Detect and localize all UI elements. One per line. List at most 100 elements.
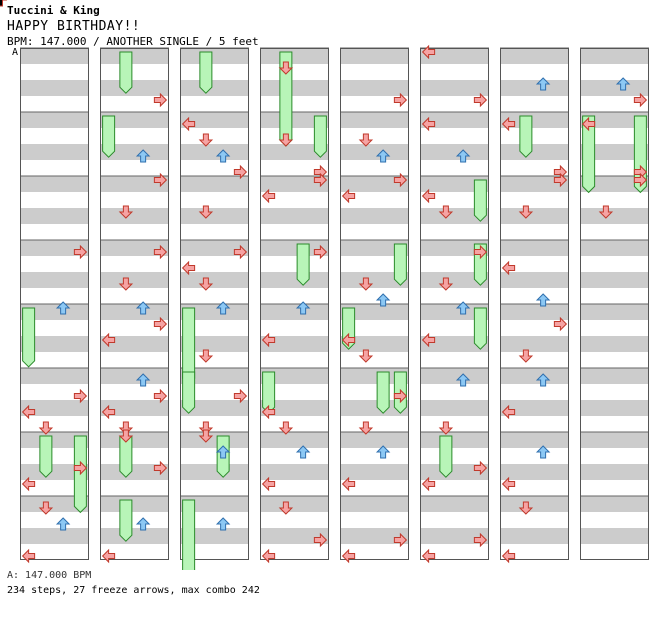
right-arrow — [633, 172, 648, 188]
stripe — [500, 528, 569, 544]
left-arrow — [501, 548, 516, 564]
stripe — [500, 496, 569, 512]
stripe — [100, 368, 169, 384]
stripe — [100, 304, 169, 320]
stripe — [340, 240, 409, 256]
left-arrow — [101, 332, 116, 348]
stripe — [500, 368, 569, 384]
up-arrow — [55, 517, 71, 531]
up-arrow — [215, 301, 231, 315]
up-arrow — [215, 445, 231, 459]
down-arrow — [438, 421, 454, 435]
column-frame — [500, 48, 569, 560]
down-arrow — [38, 421, 54, 435]
column-frame — [340, 48, 409, 560]
stripe — [20, 112, 89, 128]
chart-column-2 — [100, 47, 169, 560]
freeze-arrow — [473, 307, 487, 350]
stripe — [340, 208, 409, 224]
right-arrow — [73, 460, 88, 476]
stripe — [260, 368, 329, 384]
stripe — [580, 336, 649, 352]
stripe — [500, 80, 569, 96]
right-arrow — [153, 388, 168, 404]
chart-column-8 — [580, 47, 649, 560]
up-arrow — [375, 445, 391, 459]
stripe — [180, 48, 249, 64]
left-arrow — [421, 116, 436, 132]
freeze-arrow — [313, 115, 327, 158]
chart-column-4 — [260, 47, 329, 560]
stripe — [580, 80, 649, 96]
column-frame — [580, 48, 649, 560]
stripe — [340, 368, 409, 384]
undefined-arrow — [0, 0, 8, 7]
stripe — [420, 432, 489, 448]
left-arrow — [421, 44, 436, 60]
freeze-arrow — [473, 179, 487, 222]
down-arrow — [198, 349, 214, 363]
chart-stats: 234 steps, 27 freeze arrows, max combo 2… — [7, 585, 260, 596]
stripe — [420, 368, 489, 384]
up-arrow — [135, 517, 151, 531]
stripe — [500, 400, 569, 416]
stripe — [580, 496, 649, 512]
left-arrow — [421, 548, 436, 564]
stripe — [20, 176, 89, 192]
stripe — [20, 528, 89, 544]
down-arrow — [278, 61, 294, 75]
up-arrow — [135, 301, 151, 315]
stripe — [420, 400, 489, 416]
right-arrow — [553, 316, 568, 332]
stripe — [20, 464, 89, 480]
stripe — [260, 80, 329, 96]
freeze-arrow — [119, 499, 133, 542]
left-arrow — [21, 548, 36, 564]
freeze-arrow — [519, 115, 533, 158]
left-arrow — [181, 260, 196, 276]
stripe — [20, 400, 89, 416]
stripe — [180, 496, 249, 512]
stripe — [20, 240, 89, 256]
stripe — [580, 304, 649, 320]
left-arrow — [501, 260, 516, 276]
right-arrow — [313, 172, 328, 188]
stripe — [340, 400, 409, 416]
stripe — [340, 176, 409, 192]
stripe — [340, 112, 409, 128]
stripe — [500, 304, 569, 320]
right-arrow — [473, 532, 488, 548]
down-arrow — [198, 429, 214, 443]
down-arrow — [118, 205, 134, 219]
chart-column-1 — [20, 47, 89, 560]
up-arrow — [615, 77, 631, 91]
stripe — [580, 112, 649, 128]
stripe — [180, 272, 249, 288]
down-arrow — [518, 349, 534, 363]
freeze-arrow — [182, 371, 196, 414]
stripe — [580, 240, 649, 256]
column-frame — [420, 48, 489, 560]
stripe — [260, 144, 329, 160]
stripe — [180, 368, 249, 384]
stripe — [180, 112, 249, 128]
stripe — [20, 144, 89, 160]
stripe — [420, 208, 489, 224]
bpm-legend: A: 147.000 BPM — [7, 570, 92, 581]
stripe — [100, 400, 169, 416]
up-arrow — [215, 517, 231, 531]
left-arrow — [501, 404, 516, 420]
stripe — [340, 432, 409, 448]
stripe — [500, 48, 569, 64]
column-frame — [180, 48, 249, 560]
left-arrow — [181, 116, 196, 132]
freeze-arrow — [119, 51, 133, 94]
stripe — [100, 464, 169, 480]
stripe — [340, 528, 409, 544]
left-arrow — [21, 476, 36, 492]
stripe — [20, 336, 89, 352]
column-frame — [260, 48, 329, 560]
right-arrow — [153, 244, 168, 260]
down-arrow — [518, 501, 534, 515]
stripe — [260, 304, 329, 320]
